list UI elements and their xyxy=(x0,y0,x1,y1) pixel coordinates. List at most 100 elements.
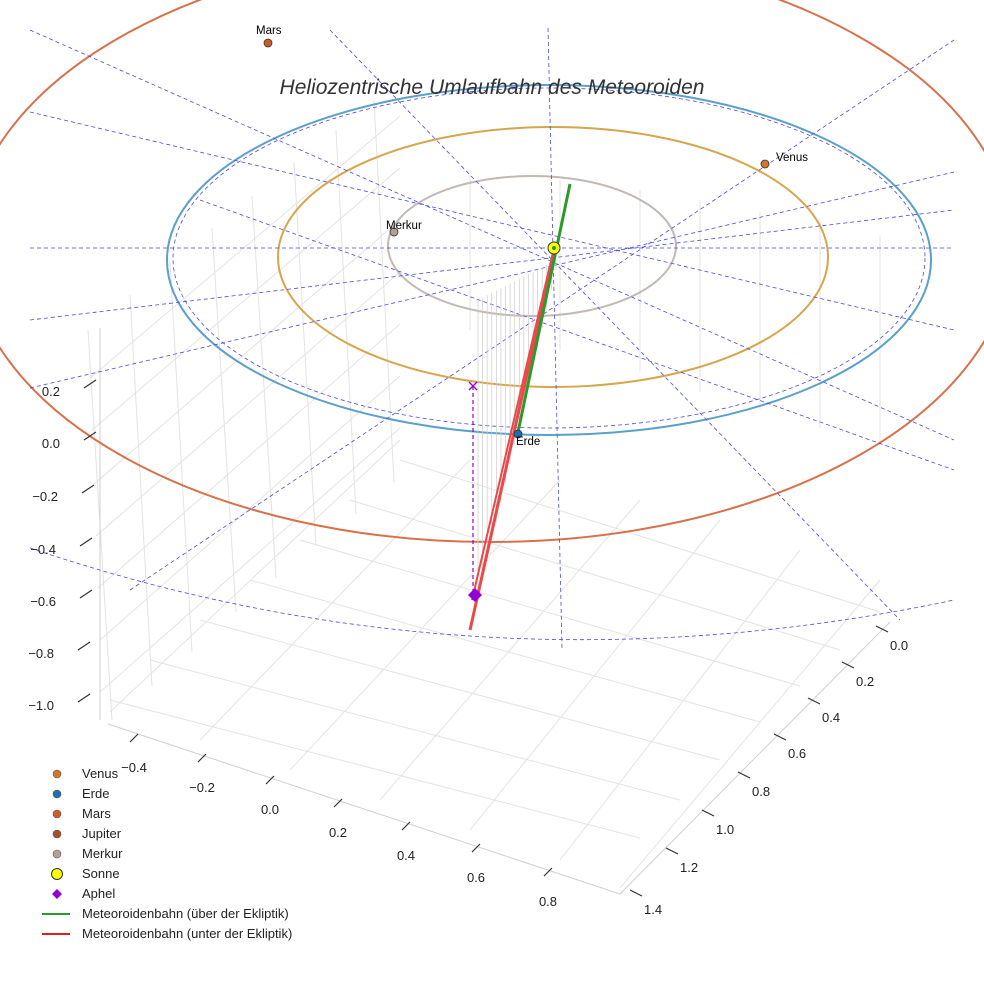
marker-erde xyxy=(513,429,523,439)
planet-markers: Mars Venus Merkur Erde xyxy=(256,25,808,602)
planet-label-venus: Venus xyxy=(776,152,808,164)
legend-item-5: Sonne xyxy=(40,864,360,884)
x-tick-mark-4 xyxy=(401,821,411,831)
legend-label-4: Merkur xyxy=(82,846,123,861)
legend-label-7: Meteoroidenbahn (über der Ekliptik) xyxy=(82,906,289,921)
y-tick-label-3: 0.6 xyxy=(788,746,806,761)
guide-line-2 xyxy=(29,29,955,441)
legend-marker-4 xyxy=(52,849,62,859)
grid-line-lefth-2 xyxy=(97,323,401,589)
meteoroid-path-below xyxy=(468,243,558,631)
guide-arc xyxy=(29,547,955,641)
x-tick-mark-1 xyxy=(197,753,207,763)
legend-circle-1 xyxy=(52,789,62,799)
guide-line-1 xyxy=(547,27,563,649)
marker-sonne-center xyxy=(552,246,556,250)
legend-label-3: Jupiter xyxy=(82,826,122,841)
legend-item-4: Merkur xyxy=(40,844,360,864)
grid-line-floord-2 xyxy=(289,479,561,771)
grid-line-floor-6 xyxy=(109,699,641,839)
legend-item-6: Aphel xyxy=(40,884,360,904)
y-tick-label-6: 1.2 xyxy=(680,860,698,875)
x-tick-label-1: −0.2 xyxy=(189,780,215,795)
legend: Venus Erde Mars Jupiter Merkur Sonne Aphel Mete… xyxy=(40,764,360,944)
grid-line-floord-6 xyxy=(619,579,881,889)
x-tick-label-4: 0.4 xyxy=(397,848,415,863)
x-tick-label-6: 0.8 xyxy=(539,894,557,909)
legend-item-3: Jupiter xyxy=(40,824,360,844)
grid-line-lefth-0 xyxy=(99,427,401,693)
z-tick-mark-5 xyxy=(77,641,91,651)
legend-marker-5 xyxy=(51,868,63,880)
chart-title: Heliozentrische Umlaufbahn des Meteoroid… xyxy=(280,76,705,99)
x-tick-mark-6 xyxy=(543,867,553,877)
marker-aphel xyxy=(468,588,482,602)
y-tick-label-4: 0.8 xyxy=(752,784,770,799)
grid-line-floord-0 xyxy=(109,439,401,713)
grid-line-floor-2 xyxy=(299,539,801,687)
grid-line-left-1 xyxy=(129,294,153,687)
marker-mars xyxy=(263,38,273,48)
grid-line-floord-1 xyxy=(199,459,471,741)
legend-marker-1 xyxy=(52,789,62,799)
z-tick-label-2: −0.2 xyxy=(32,489,58,504)
legend-label-5: Sonne xyxy=(82,866,120,881)
meteoroid-path-above xyxy=(516,183,572,433)
grid-line-lefth-5 xyxy=(91,167,401,431)
legend-item-8: Meteoroidenbahn (unter der Ekliptik) xyxy=(40,924,360,944)
grid-line-left-3 xyxy=(211,227,237,613)
x-tick-mark-0 xyxy=(129,733,139,743)
grid-line-floord-4 xyxy=(469,519,721,831)
y-tick-label-2: 0.4 xyxy=(822,710,840,725)
y-tick-mark-6 xyxy=(665,847,679,855)
legend-item-7: Meteoroidenbahn (über der Ekliptik) xyxy=(40,904,360,924)
y-tick-mark-5 xyxy=(701,809,715,817)
planet-label-erde: Erde xyxy=(516,436,540,448)
meteoroid-path-below-return xyxy=(471,247,555,601)
y-tick-mark-4 xyxy=(737,771,751,779)
z-tick-label-1: 0.0 xyxy=(42,436,60,451)
z-tick-mark-2 xyxy=(81,484,95,494)
legend-item-1: Erde xyxy=(40,784,360,804)
guide-line-6 xyxy=(329,29,901,621)
x-tick-label-3: 0.2 xyxy=(329,825,347,840)
z-tick-mark-0 xyxy=(83,379,97,389)
grid-line-left-2 xyxy=(169,261,193,653)
grid-line-lefth-6 xyxy=(89,115,401,379)
grid-line-floor-0 xyxy=(399,459,881,613)
x-tick-mark-2 xyxy=(265,775,275,785)
legend-marker-7 xyxy=(42,913,70,915)
grid-line-floor-1 xyxy=(349,499,841,651)
y-tick-mark-7 xyxy=(629,889,643,897)
z-tick-mark-4 xyxy=(79,589,93,599)
z-tick-mark-6 xyxy=(77,693,91,703)
guide-line-7 xyxy=(29,209,955,321)
legend-label-6: Aphel xyxy=(82,886,116,901)
grid-line-floord-5 xyxy=(559,549,801,861)
grid-line-lefth-3 xyxy=(95,271,401,537)
y-tick-mark-3 xyxy=(773,733,787,741)
grid-line-left-4 xyxy=(251,195,277,579)
y-tick-mark-1 xyxy=(841,661,855,669)
axis-edge-y xyxy=(619,621,891,895)
legend-marker-3 xyxy=(52,829,62,839)
planet-label-merkur: Merkur xyxy=(386,220,422,232)
legend-circle-4 xyxy=(52,849,62,859)
marker-merkur xyxy=(389,227,399,237)
legend-marker-8 xyxy=(42,933,70,935)
x-tick-label-5: 0.6 xyxy=(467,870,485,885)
y-tick-label-7: 1.4 xyxy=(644,902,662,917)
guide-lines xyxy=(29,27,955,649)
axis-ticks: 0.2 0.0 −0.2 −0.4 −0.6 −0.8 −1.0 −0.4 −0.2 0.0 0.2… xyxy=(28,379,908,917)
z-tick-label-0: 0.2 xyxy=(42,384,60,399)
grid-line-floor-4 xyxy=(199,619,721,761)
grid-line-left-6 xyxy=(335,129,357,515)
x-tick-mark-5 xyxy=(471,843,481,853)
legend-circle-2 xyxy=(52,809,62,819)
legend-marker-6 xyxy=(52,889,62,899)
x-tick-mark-3 xyxy=(333,798,343,808)
y-tick-label-0: 0.0 xyxy=(890,638,908,653)
z-tick-mark-3 xyxy=(79,537,93,547)
planet-label-mars: Mars xyxy=(256,25,282,37)
